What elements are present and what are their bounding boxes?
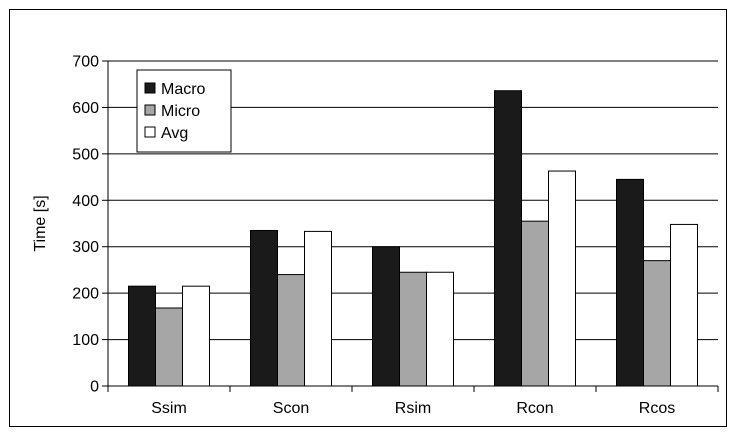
- bar-micro-rcos: [643, 260, 671, 387]
- y-tick-label: 0: [90, 379, 99, 396]
- x-tick-label: Ssim: [151, 400, 187, 417]
- bar-macro-ssim: [128, 285, 156, 387]
- x-tick-label: Rcos: [639, 400, 675, 417]
- y-axis-title: Time [s]: [32, 195, 49, 251]
- bar-avg-rcon: [548, 170, 576, 387]
- bar-macro-rcos: [616, 178, 644, 387]
- bar-macro-scon: [250, 229, 278, 387]
- y-tick-label: 200: [72, 286, 99, 303]
- y-tick-label: 500: [72, 146, 99, 163]
- x-tick-label: Rcon: [516, 400, 553, 417]
- y-tick-label: 400: [72, 193, 99, 210]
- y-tick-label: 300: [72, 239, 99, 256]
- legend-swatch-micro: [144, 104, 156, 116]
- bars: [128, 90, 698, 387]
- legend-swatch-macro: [144, 82, 156, 94]
- bar-macro-rcon: [494, 90, 522, 387]
- bar-avg-scon: [304, 230, 332, 387]
- bar-macro-rsim: [372, 246, 400, 387]
- x-tick-label: Scon: [273, 400, 309, 417]
- bar-micro-scon: [277, 274, 305, 387]
- legend-label-micro: Micro: [161, 103, 200, 120]
- bar-avg-rcos: [670, 223, 698, 387]
- legend-swatch-avg: [144, 126, 156, 138]
- legend-label-avg: Avg: [161, 125, 188, 142]
- axes: 0 100 200 300 400 500 600 700 Ssim Scon Rsim Rcon Rc…: [72, 54, 719, 417]
- bar-avg-rsim: [426, 271, 454, 387]
- bar-micro-rcon: [521, 220, 549, 387]
- y-tick-label: 100: [72, 332, 99, 349]
- y-tick-label: 600: [72, 100, 99, 117]
- bar-micro-rsim: [399, 271, 427, 387]
- x-tick-label: Rsim: [395, 400, 431, 417]
- legend: Macro Micro Avg: [136, 69, 232, 153]
- y-tick-label: 700: [72, 54, 99, 71]
- bar-micro-ssim: [155, 307, 183, 387]
- bar-avg-ssim: [182, 285, 210, 387]
- legend-label-macro: Macro: [161, 81, 206, 98]
